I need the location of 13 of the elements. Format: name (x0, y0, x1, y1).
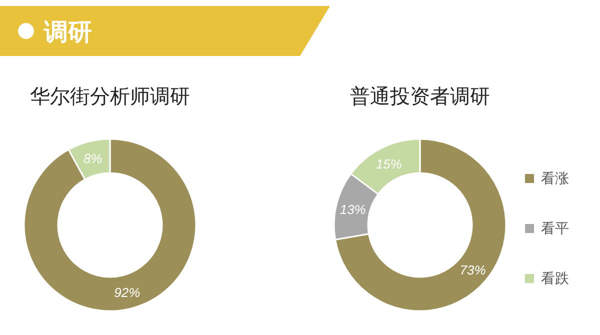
legend-label: 看平 (541, 220, 569, 236)
legend-label: 看跌 (541, 270, 569, 286)
legend-label: 看涨 (541, 170, 569, 186)
data-label: 92% (114, 284, 140, 300)
donut-slice (23, 138, 197, 312)
data-label: 13% (340, 202, 366, 218)
chart-title: 普通投资者调研 (350, 85, 490, 108)
chart-title: 华尔街分析师调研 (30, 86, 190, 108)
data-label: 73% (460, 262, 486, 278)
data-label: 15% (376, 156, 402, 172)
donut-slice (334, 138, 507, 312)
text: 调研 (43, 19, 92, 46)
data-label: 8% (83, 151, 102, 166)
